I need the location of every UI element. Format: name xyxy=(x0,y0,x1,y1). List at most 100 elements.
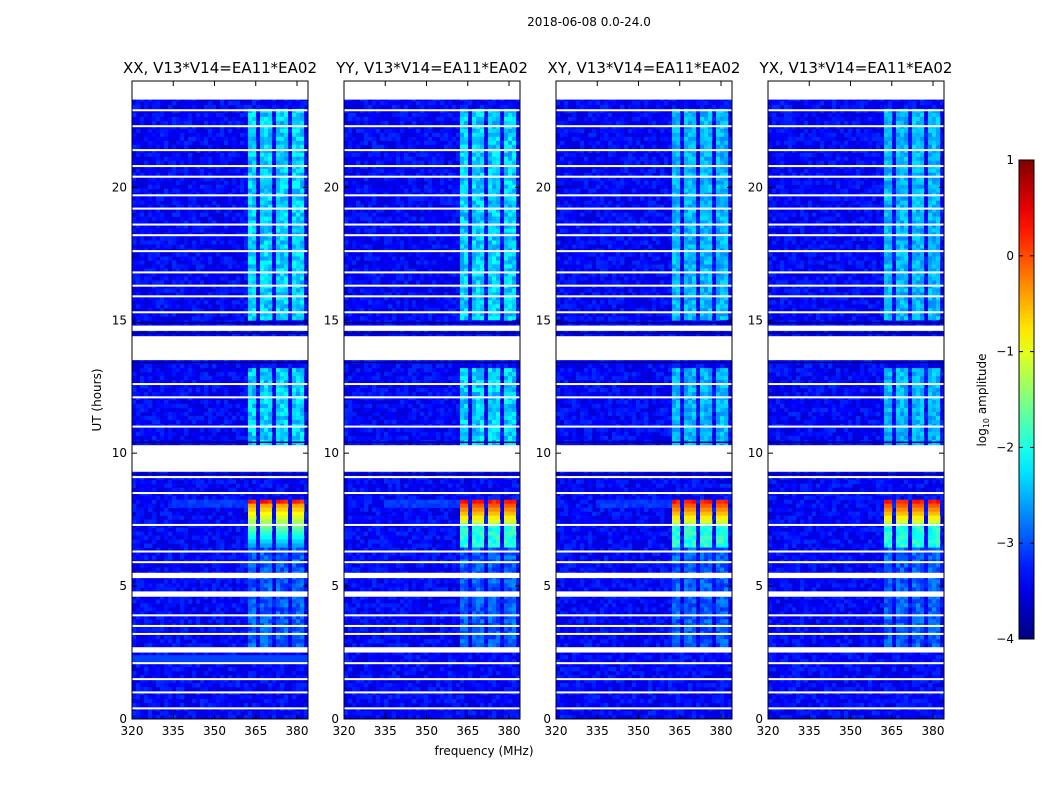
heatmap-cell xyxy=(168,639,173,644)
heatmap-cell xyxy=(180,555,185,560)
heatmap-cell xyxy=(244,220,249,225)
heatmap-cell xyxy=(264,228,269,233)
heatmap-cell xyxy=(280,503,285,509)
heatmap-cell xyxy=(220,619,225,624)
heatmap-cell xyxy=(296,208,301,213)
heatmap-cell xyxy=(296,392,301,397)
heatmap-cell xyxy=(204,184,209,190)
heatmap-cell xyxy=(296,244,301,249)
heatmap-cell xyxy=(248,639,253,644)
heatmap-cell xyxy=(168,663,173,668)
heatmap-cell xyxy=(292,308,297,313)
heatmap-cell xyxy=(156,296,161,301)
heatmap-cell xyxy=(208,615,213,620)
heatmap-cell xyxy=(256,264,261,269)
heatmap-cell xyxy=(240,384,245,389)
heatmap-cell xyxy=(180,531,185,536)
heatmap-cell xyxy=(284,152,289,158)
heatmap-cell xyxy=(284,499,289,505)
heatmap-cell xyxy=(156,152,161,158)
heatmap-cell xyxy=(244,415,249,421)
heatmap-cell xyxy=(156,419,161,425)
heatmap-cell xyxy=(296,188,301,194)
heatmap-cell xyxy=(184,515,189,521)
heatmap-cell xyxy=(144,407,149,413)
heatmap-cell xyxy=(252,635,257,640)
heatmap-cell xyxy=(252,256,257,261)
heatmap-cell xyxy=(300,140,305,146)
heatmap-cell xyxy=(244,280,249,285)
heatmap-cell xyxy=(212,132,217,138)
heatmap-cell xyxy=(132,136,137,142)
heatmap-cell xyxy=(292,511,297,517)
heatmap-cell xyxy=(236,252,241,257)
heatmap-cell xyxy=(276,208,281,213)
heatmap-cell xyxy=(236,308,241,313)
heatmap-cell xyxy=(232,244,237,249)
heatmap-cell xyxy=(232,296,237,301)
heatmap-cell xyxy=(304,511,308,517)
heatmap-cell xyxy=(148,256,153,261)
heatmap-cell xyxy=(264,256,269,261)
heatmap-cell xyxy=(292,368,297,373)
heatmap-cell xyxy=(132,100,137,106)
heatmap-cell xyxy=(220,499,225,505)
heatmap-cell xyxy=(244,503,249,509)
heatmap-cell xyxy=(172,220,177,225)
heatmap-cell xyxy=(252,435,257,441)
heatmap-cell xyxy=(244,244,249,249)
heatmap-cell xyxy=(284,619,289,624)
heatmap-cell xyxy=(280,268,285,273)
heatmap-cell xyxy=(176,204,181,209)
heatmap-cell xyxy=(280,495,285,501)
heatmap-cell xyxy=(232,228,237,233)
heatmap-cell xyxy=(192,128,197,134)
heatmap-cell xyxy=(220,312,225,317)
heatmap-cell xyxy=(144,543,149,548)
heatmap-cell xyxy=(216,168,221,174)
heatmap-cell xyxy=(156,332,161,337)
heatmap-cell xyxy=(144,116,149,122)
heatmap-cell xyxy=(280,304,285,309)
heatmap-cell xyxy=(184,483,189,489)
heatmap-cell xyxy=(276,392,281,397)
heatmap-cell xyxy=(180,256,185,261)
heatmap-cell xyxy=(304,392,308,397)
heatmap-cell xyxy=(284,515,289,521)
heatmap-cell xyxy=(240,308,245,313)
heatmap-cell xyxy=(232,104,237,110)
heatmap-cell xyxy=(244,607,249,612)
heatmap-cell xyxy=(184,655,189,660)
heatmap-cell xyxy=(204,176,209,182)
heatmap-cell xyxy=(196,152,201,158)
heatmap-cell xyxy=(156,479,161,485)
heatmap-cell xyxy=(184,643,189,648)
heatmap-cell xyxy=(268,431,273,437)
heatmap-cell xyxy=(268,547,273,552)
heatmap-cell xyxy=(256,543,261,548)
heatmap-cell xyxy=(144,595,149,600)
heatmap-cell xyxy=(244,392,249,397)
heatmap-cell xyxy=(272,152,277,158)
heatmap-cell xyxy=(296,312,301,317)
heatmap-cell xyxy=(156,176,161,182)
heatmap-cell xyxy=(204,136,209,142)
heatmap-cell xyxy=(236,176,241,182)
heatmap-cell xyxy=(304,555,308,560)
heatmap-cell xyxy=(280,655,285,660)
heatmap-cell xyxy=(168,435,173,441)
heatmap-cell xyxy=(276,204,281,209)
heatmap-cell xyxy=(140,260,145,265)
heatmap-cell xyxy=(228,515,233,521)
heatmap-cell xyxy=(288,499,293,505)
heatmap-cell xyxy=(168,368,173,373)
heatmap-cell xyxy=(236,200,241,206)
heatmap-cell xyxy=(296,435,301,441)
heatmap-cell xyxy=(268,204,273,209)
heatmap-cell xyxy=(212,651,217,656)
heatmap-area xyxy=(132,81,308,719)
heatmap-cell xyxy=(176,312,181,317)
heatmap-cell xyxy=(136,140,141,146)
heatmap-cell xyxy=(292,639,297,644)
heatmap-cell xyxy=(176,128,181,134)
